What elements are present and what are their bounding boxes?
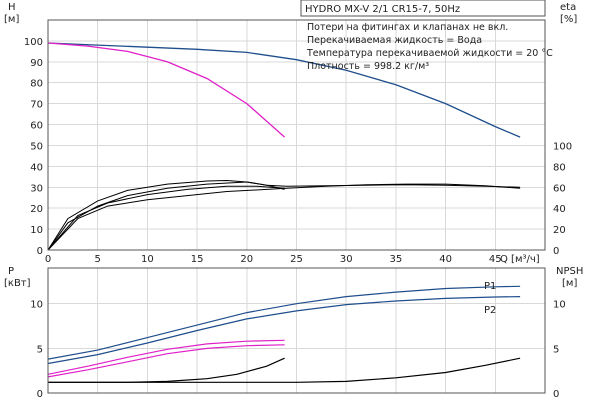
tick-label-q-5: 5 [95,254,101,265]
tick-label-h-0: 0 [37,246,43,257]
series-label-p1: P1 [484,281,496,292]
tick-label-h-30: 30 [30,183,43,194]
efficiency-curve-1 [47,179,285,251]
tick-label-eta-60: 60 [553,183,566,194]
h-axis-label: H [8,2,16,13]
tick-label-npsh-10: 10 [553,300,566,311]
tick-label-p-5: 5 [37,344,43,355]
power-curve-3 [47,344,285,378]
tick-label-q-15: 15 [191,254,204,265]
tick-label-h-10: 10 [30,225,43,236]
grid-layer [47,20,545,394]
npsh-axis-unit: [м] [562,278,577,289]
note-line-2: Перекачиваемая жидкость = Вода [307,35,482,46]
q-axis-label: Q [м³/ч] [500,254,540,265]
power-curve-1 [47,296,521,365]
top-plot-frame [47,19,546,251]
tick-label-eta-100: 100 [553,141,572,152]
power-curve-2 [47,339,285,375]
p-axis-label: P [8,266,14,277]
labels-layer: HYDRO MX-V 2/1 CR15-7, 50Hz Потери на фи… [4,0,583,316]
tick-label-h-100: 100 [24,37,43,48]
tick-label-q-25: 25 [290,254,303,265]
tick-label-q-45: 45 [489,254,502,265]
tick-label-h-50: 50 [30,141,43,152]
tick-label-q-40: 40 [439,254,452,265]
chart-title: HYDRO MX-V 2/1 CR15-7, 50Hz [305,4,460,15]
tick-label-q-35: 35 [390,254,403,265]
tick-label-q-0: 0 [45,254,51,265]
efficiency-curve-2 [47,183,521,251]
tick-label-h-20: 20 [30,204,43,215]
tick-label-p-0: 0 [37,389,43,400]
tick-label-q-20: 20 [240,254,253,265]
tick-label-h-90: 90 [30,58,43,69]
tick-label-p-10: 10 [30,300,43,311]
eta-axis-unit: [%] [560,14,577,25]
tick-label-h-40: 40 [30,162,43,173]
tick-label-h-80: 80 [30,79,43,90]
eta-axis-label: eta [560,2,576,13]
head-curve-0 [47,42,521,138]
curves-layer [47,42,521,383]
tick-label-eta-0: 0 [553,246,559,257]
efficiency-curve-0 [47,181,521,251]
tick-label-q-30: 30 [340,254,353,265]
p-axis-unit: [кВт] [4,278,31,289]
power-curve-0 [47,285,521,360]
tick-label-h-60: 60 [30,121,43,132]
efficiency-curve-3 [47,185,285,251]
note-line-1: Потери на фитингах и клапанах не вкл. [307,22,508,33]
tick-label-eta-80: 80 [553,162,566,173]
tick-label-npsh-0: 0 [553,389,559,400]
tick-label-eta-40: 40 [553,204,566,215]
note-line-4: Плотность = 998.2 кг/м³ [307,61,429,72]
title-box [300,0,546,17]
tick-label-eta-20: 20 [553,225,566,236]
note-line-3: Температура перекачиваемой жидкости = 20… [306,48,553,59]
tick-label-h-70: 70 [30,100,43,111]
h-axis-unit: [м] [4,14,19,25]
tick-label-q-10: 10 [141,254,154,265]
npsh-curve-1 [48,357,521,383]
bottom-plot-frame [47,267,546,394]
series-label-p2: P2 [484,305,496,316]
npsh-axis-label: NPSH [556,266,583,277]
tick-label-npsh-5: 5 [553,344,559,355]
head-curve-1 [47,42,286,138]
